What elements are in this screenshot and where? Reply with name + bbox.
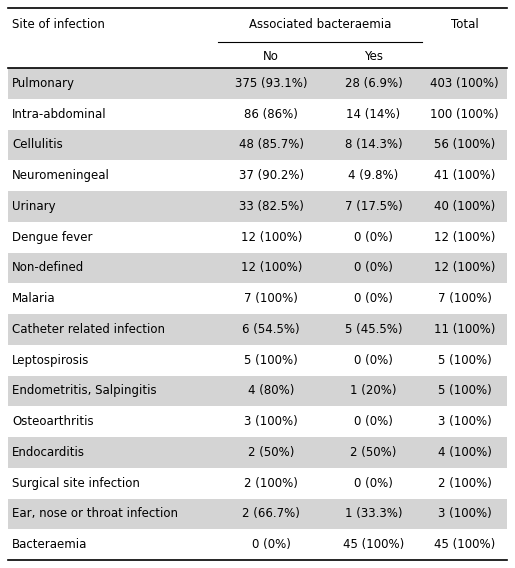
Text: 0 (0%): 0 (0%) — [354, 261, 393, 274]
Text: 1 (33.3%): 1 (33.3%) — [345, 507, 402, 520]
Text: 56 (100%): 56 (100%) — [434, 139, 495, 152]
Text: 12 (100%): 12 (100%) — [434, 231, 495, 244]
Text: Pulmonary: Pulmonary — [12, 77, 75, 90]
Text: Catheter related infection: Catheter related infection — [12, 323, 165, 336]
Text: 3 (100%): 3 (100%) — [438, 507, 491, 520]
Text: 2 (50%): 2 (50%) — [248, 446, 295, 459]
Text: 0 (0%): 0 (0%) — [252, 538, 290, 551]
Bar — [8, 191, 507, 222]
Text: 33 (82.5%): 33 (82.5%) — [239, 200, 304, 213]
Text: Intra-abdominal: Intra-abdominal — [12, 107, 107, 120]
Text: 0 (0%): 0 (0%) — [354, 477, 393, 490]
Text: Leptospirosis: Leptospirosis — [12, 354, 90, 366]
Bar — [8, 375, 507, 406]
Text: Endocarditis: Endocarditis — [12, 446, 85, 459]
Text: 12 (100%): 12 (100%) — [434, 261, 495, 274]
Bar — [8, 314, 507, 345]
Text: 5 (45.5%): 5 (45.5%) — [345, 323, 402, 336]
Text: 7 (100%): 7 (100%) — [438, 292, 491, 305]
Text: 45 (100%): 45 (100%) — [434, 538, 495, 551]
Text: 28 (6.9%): 28 (6.9%) — [345, 77, 402, 90]
Text: Ear, nose or throat infection: Ear, nose or throat infection — [12, 507, 178, 520]
Bar — [8, 499, 507, 529]
Text: 41 (100%): 41 (100%) — [434, 169, 495, 182]
Text: 0 (0%): 0 (0%) — [354, 231, 393, 244]
Text: 5 (100%): 5 (100%) — [244, 354, 298, 366]
Text: 45 (100%): 45 (100%) — [343, 538, 404, 551]
Text: 48 (85.7%): 48 (85.7%) — [239, 139, 304, 152]
Text: 2 (66.7%): 2 (66.7%) — [242, 507, 300, 520]
Text: Cellulitis: Cellulitis — [12, 139, 63, 152]
Text: Associated bacteraemia: Associated bacteraemia — [249, 19, 391, 31]
Text: 2 (100%): 2 (100%) — [438, 477, 491, 490]
Text: Site of infection: Site of infection — [12, 19, 105, 31]
Text: Urinary: Urinary — [12, 200, 56, 213]
Text: 1 (20%): 1 (20%) — [350, 385, 397, 398]
Text: Malaria: Malaria — [12, 292, 56, 305]
Text: No: No — [263, 51, 279, 64]
Text: 2 (100%): 2 (100%) — [244, 477, 298, 490]
Text: Dengue fever: Dengue fever — [12, 231, 93, 244]
Text: 100 (100%): 100 (100%) — [430, 107, 499, 120]
Text: 4 (80%): 4 (80%) — [248, 385, 295, 398]
Text: 7 (17.5%): 7 (17.5%) — [345, 200, 402, 213]
Text: 2 (50%): 2 (50%) — [350, 446, 397, 459]
Text: 5 (100%): 5 (100%) — [438, 385, 491, 398]
Text: Osteoarthritis: Osteoarthritis — [12, 415, 94, 428]
Text: 86 (86%): 86 (86%) — [244, 107, 298, 120]
Bar — [8, 253, 507, 283]
Bar — [8, 68, 507, 99]
Text: 14 (14%): 14 (14%) — [347, 107, 401, 120]
Text: 37 (90.2%): 37 (90.2%) — [238, 169, 304, 182]
Text: 5 (100%): 5 (100%) — [438, 354, 491, 366]
Text: 4 (9.8%): 4 (9.8%) — [348, 169, 399, 182]
Text: 3 (100%): 3 (100%) — [244, 415, 298, 428]
Text: 7 (100%): 7 (100%) — [244, 292, 298, 305]
Text: 12 (100%): 12 (100%) — [241, 261, 302, 274]
Text: 3 (100%): 3 (100%) — [438, 415, 491, 428]
Text: 375 (93.1%): 375 (93.1%) — [235, 77, 307, 90]
Text: Non-defined: Non-defined — [12, 261, 84, 274]
Text: Endometritis, Salpingitis: Endometritis, Salpingitis — [12, 385, 157, 398]
Text: 4 (100%): 4 (100%) — [438, 446, 491, 459]
Text: 11 (100%): 11 (100%) — [434, 323, 495, 336]
Text: 6 (54.5%): 6 (54.5%) — [243, 323, 300, 336]
Text: 403 (100%): 403 (100%) — [430, 77, 499, 90]
Text: 12 (100%): 12 (100%) — [241, 231, 302, 244]
Text: Neuromeningeal: Neuromeningeal — [12, 169, 110, 182]
Text: 0 (0%): 0 (0%) — [354, 354, 393, 366]
Text: 0 (0%): 0 (0%) — [354, 292, 393, 305]
Text: Total: Total — [451, 19, 478, 31]
Text: Yes: Yes — [364, 51, 383, 64]
Text: 40 (100%): 40 (100%) — [434, 200, 495, 213]
Text: Bacteraemia: Bacteraemia — [12, 538, 88, 551]
Text: 0 (0%): 0 (0%) — [354, 415, 393, 428]
Bar — [8, 437, 507, 468]
Text: Surgical site infection: Surgical site infection — [12, 477, 140, 490]
Bar — [8, 130, 507, 160]
Text: 8 (14.3%): 8 (14.3%) — [345, 139, 402, 152]
